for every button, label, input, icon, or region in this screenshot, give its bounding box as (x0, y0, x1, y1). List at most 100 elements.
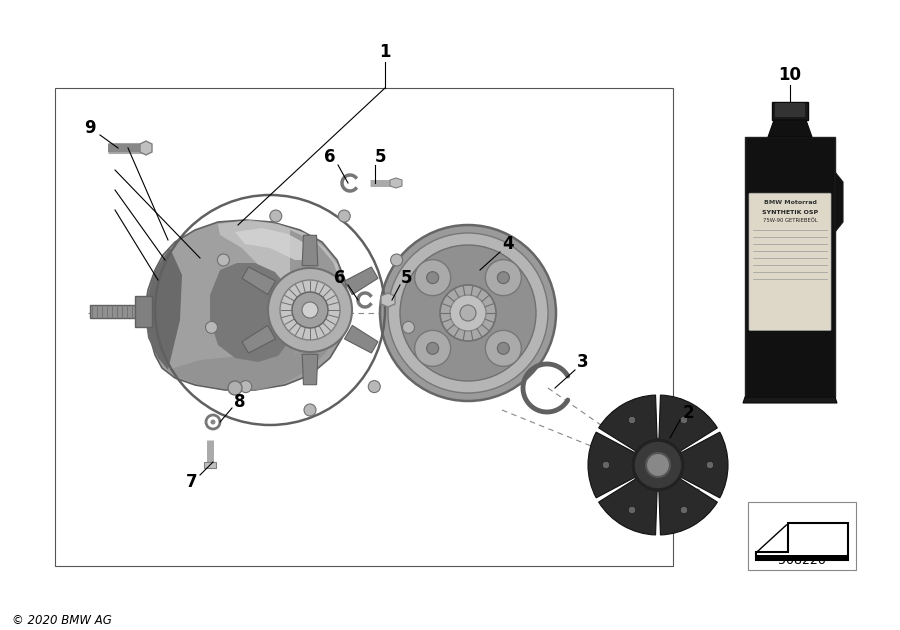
Circle shape (368, 381, 381, 392)
Circle shape (629, 507, 635, 513)
Circle shape (629, 507, 635, 513)
Circle shape (629, 507, 635, 513)
Text: SYNTHETIK OSP: SYNTHETIK OSP (762, 210, 818, 215)
Polygon shape (242, 267, 275, 295)
Text: 1: 1 (379, 43, 391, 61)
Circle shape (681, 507, 687, 513)
Bar (748, 502, 856, 570)
Polygon shape (140, 141, 152, 155)
Circle shape (681, 417, 687, 423)
Circle shape (450, 295, 486, 331)
Circle shape (485, 260, 521, 295)
Text: 75W-90 GETRIEBEÖL: 75W-90 GETRIEBEÖL (762, 218, 817, 222)
Circle shape (270, 210, 282, 222)
Circle shape (388, 233, 548, 393)
Circle shape (228, 381, 242, 395)
Wedge shape (588, 432, 639, 498)
Text: 5: 5 (374, 148, 386, 166)
Wedge shape (598, 477, 657, 535)
Polygon shape (302, 235, 318, 266)
Circle shape (338, 210, 350, 222)
Circle shape (460, 305, 476, 321)
Text: 9: 9 (85, 119, 95, 137)
Text: 8: 8 (234, 393, 246, 411)
Text: 7: 7 (186, 473, 198, 491)
Circle shape (681, 417, 687, 423)
Polygon shape (772, 102, 808, 120)
Text: 508226: 508226 (778, 554, 826, 566)
Polygon shape (204, 462, 216, 468)
Polygon shape (768, 120, 812, 137)
Text: 6: 6 (334, 269, 346, 287)
Circle shape (239, 381, 252, 392)
Circle shape (681, 507, 687, 513)
Text: 4: 4 (502, 235, 514, 253)
Circle shape (603, 462, 609, 468)
Wedge shape (659, 477, 717, 535)
Circle shape (603, 462, 609, 468)
Text: 5: 5 (400, 269, 412, 287)
Circle shape (427, 272, 438, 284)
Polygon shape (135, 296, 152, 327)
Circle shape (205, 321, 218, 333)
Circle shape (211, 420, 215, 425)
Polygon shape (345, 267, 378, 295)
Wedge shape (678, 432, 728, 498)
Circle shape (707, 462, 713, 468)
Polygon shape (90, 305, 145, 318)
Circle shape (280, 280, 340, 340)
Circle shape (498, 272, 509, 284)
Polygon shape (218, 220, 342, 355)
Polygon shape (756, 523, 848, 560)
Text: 6: 6 (324, 148, 336, 166)
Circle shape (707, 462, 713, 468)
Circle shape (302, 302, 318, 318)
Circle shape (629, 417, 635, 423)
Polygon shape (210, 263, 296, 362)
Polygon shape (235, 228, 315, 260)
Polygon shape (145, 248, 182, 370)
Circle shape (498, 342, 509, 354)
Text: © 2020 BMW AG: © 2020 BMW AG (12, 614, 112, 626)
Polygon shape (390, 178, 402, 188)
Text: 10: 10 (778, 66, 802, 84)
Polygon shape (302, 354, 318, 385)
Circle shape (391, 254, 402, 266)
Circle shape (633, 440, 683, 490)
Circle shape (629, 417, 635, 423)
Polygon shape (145, 220, 348, 390)
Circle shape (218, 254, 230, 266)
Polygon shape (743, 397, 837, 403)
Circle shape (603, 462, 609, 468)
Text: 2: 2 (682, 404, 694, 422)
Circle shape (485, 330, 521, 367)
Circle shape (681, 507, 687, 513)
Circle shape (629, 417, 635, 423)
Circle shape (415, 260, 451, 295)
FancyBboxPatch shape (749, 193, 831, 330)
Wedge shape (598, 395, 657, 454)
Polygon shape (242, 325, 275, 353)
Circle shape (427, 342, 438, 354)
Polygon shape (168, 230, 345, 390)
Circle shape (400, 245, 536, 381)
Bar (55, 88, 673, 566)
Circle shape (402, 321, 415, 333)
Circle shape (304, 404, 316, 416)
Text: 3: 3 (577, 353, 589, 371)
Polygon shape (745, 137, 835, 397)
Polygon shape (835, 172, 843, 232)
Polygon shape (381, 293, 395, 307)
Circle shape (415, 330, 451, 367)
FancyBboxPatch shape (775, 103, 805, 117)
Circle shape (707, 462, 713, 468)
Circle shape (380, 225, 556, 401)
Text: BMW Motorrad: BMW Motorrad (763, 200, 816, 205)
Circle shape (440, 285, 496, 341)
Wedge shape (659, 395, 717, 454)
Polygon shape (756, 555, 848, 560)
Circle shape (681, 417, 687, 423)
Circle shape (646, 453, 670, 477)
Circle shape (268, 268, 352, 352)
Polygon shape (345, 325, 378, 353)
